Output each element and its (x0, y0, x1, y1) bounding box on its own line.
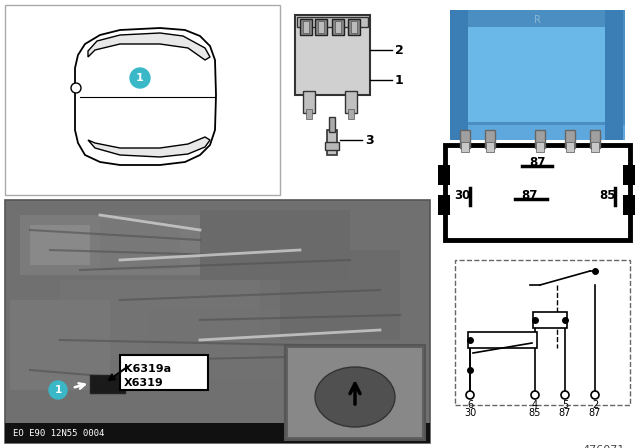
Bar (303, 21, 309, 33)
Bar (438, 195, 450, 215)
Bar (329, 117, 335, 132)
Bar (325, 142, 339, 150)
Circle shape (71, 83, 81, 93)
Text: EO E90 12N55 0004: EO E90 12N55 0004 (13, 428, 104, 438)
Text: 30: 30 (464, 408, 476, 418)
Bar (445, 145, 630, 240)
Bar (10, 300, 110, 390)
Bar (623, 195, 635, 215)
Bar (327, 130, 337, 155)
Bar (150, 310, 280, 380)
Bar (100, 220, 180, 270)
Bar (565, 130, 575, 148)
Bar (120, 355, 208, 390)
Text: 85: 85 (599, 189, 615, 202)
Circle shape (531, 391, 539, 399)
Text: 476071: 476071 (582, 445, 625, 448)
Bar (90, 375, 125, 393)
Circle shape (561, 391, 569, 399)
Bar (20, 215, 200, 275)
Circle shape (49, 381, 67, 399)
Bar (315, 19, 327, 35)
Bar (295, 15, 370, 95)
Bar (280, 250, 400, 340)
Text: R: R (534, 15, 540, 25)
Bar (297, 17, 368, 27)
Bar (566, 142, 574, 152)
Bar (335, 21, 341, 33)
Bar (468, 332, 537, 348)
Text: 87: 87 (529, 155, 545, 168)
Ellipse shape (315, 367, 395, 427)
Bar (591, 142, 599, 152)
Bar (300, 19, 312, 35)
Bar (345, 91, 357, 113)
Circle shape (591, 391, 599, 399)
Text: 2: 2 (395, 43, 404, 56)
Bar (450, 10, 625, 140)
Bar (60, 280, 260, 360)
Bar (332, 19, 344, 35)
Bar (200, 210, 350, 280)
Text: K6319a: K6319a (124, 364, 171, 374)
Bar (30, 225, 90, 265)
Bar (533, 312, 567, 328)
Bar (486, 142, 494, 152)
Bar (461, 142, 469, 152)
Text: 1: 1 (395, 73, 404, 86)
Text: 85: 85 (529, 408, 541, 418)
Text: 5: 5 (562, 400, 568, 410)
Bar (485, 130, 495, 148)
Circle shape (130, 68, 150, 88)
Bar (348, 19, 360, 35)
Bar (285, 345, 425, 440)
Text: 87: 87 (589, 408, 601, 418)
Bar (288, 348, 422, 437)
Polygon shape (88, 137, 210, 157)
Bar (348, 109, 354, 119)
Bar (5, 5, 280, 195)
Text: 30: 30 (454, 189, 470, 202)
Bar (5, 200, 430, 443)
Bar (590, 130, 600, 148)
Text: 2: 2 (592, 400, 598, 410)
Bar (455, 260, 630, 405)
Bar (450, 125, 625, 140)
Bar (318, 21, 324, 33)
Text: 87: 87 (521, 189, 537, 202)
Bar (438, 165, 450, 185)
Circle shape (466, 391, 474, 399)
Bar (450, 10, 468, 140)
Bar (605, 10, 623, 140)
Text: 3: 3 (365, 134, 374, 146)
Text: X6319: X6319 (124, 378, 164, 388)
Polygon shape (88, 33, 210, 60)
Text: 4: 4 (532, 400, 538, 410)
Text: 87: 87 (559, 408, 571, 418)
Text: 1: 1 (136, 73, 144, 83)
Bar (303, 91, 315, 113)
Bar (623, 165, 635, 185)
Bar (460, 130, 470, 148)
Bar (535, 130, 545, 148)
Bar (351, 21, 357, 33)
Polygon shape (75, 28, 216, 165)
Bar (306, 109, 312, 119)
Bar (468, 27, 605, 122)
Text: 6: 6 (467, 400, 473, 410)
Bar (536, 142, 544, 152)
Text: 1: 1 (54, 385, 61, 395)
Bar (5, 423, 430, 443)
